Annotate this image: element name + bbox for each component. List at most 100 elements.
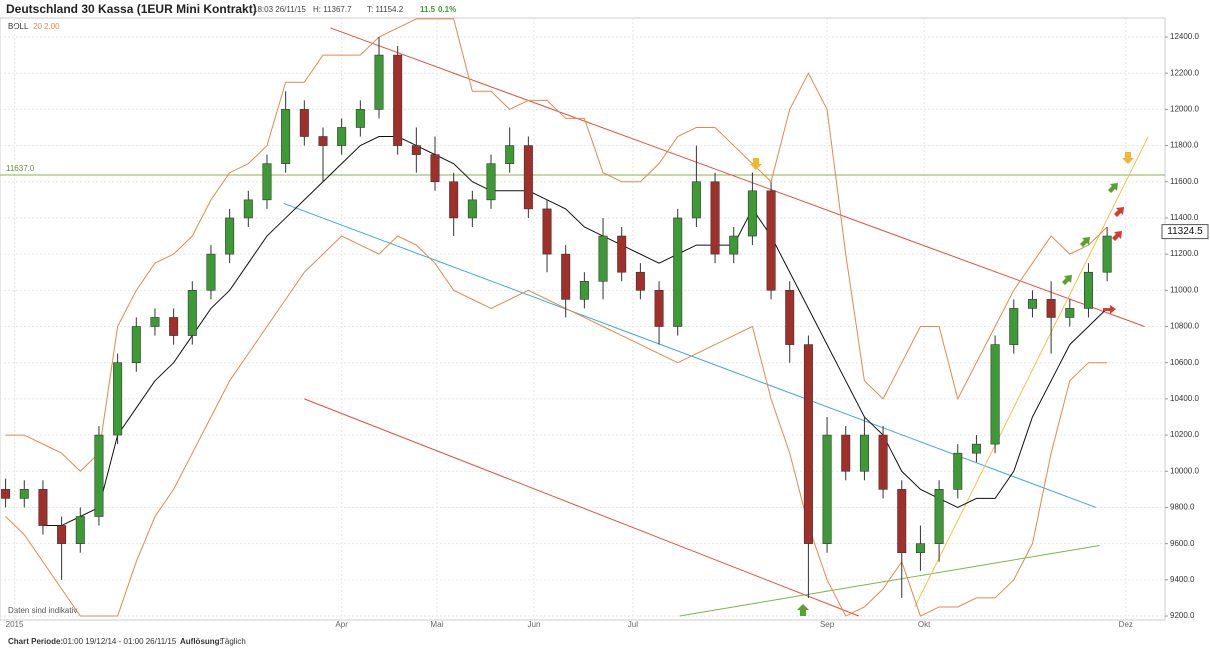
candle-body <box>505 145 515 164</box>
candle-body <box>94 434 104 517</box>
y-tick-label: 12000.0 <box>1170 104 1199 113</box>
candle-body <box>990 344 1000 445</box>
candle-body <box>953 452 963 490</box>
x-tick-label: Sep <box>820 620 835 629</box>
candle-body <box>38 489 48 526</box>
y-tick-label: 9200.0 <box>1170 611 1195 620</box>
x-tick-label: Jun <box>528 620 541 629</box>
candle-body <box>486 163 496 201</box>
trendline <box>304 398 859 617</box>
y-tick-label: 11600.0 <box>1170 177 1199 186</box>
arrow-up <box>1062 275 1072 285</box>
y-tick-label: 12200.0 <box>1170 68 1199 77</box>
candle-body <box>113 362 123 436</box>
candle-body <box>542 208 552 255</box>
candle-body <box>131 326 141 363</box>
candle-body <box>766 190 776 291</box>
candle-body <box>1102 235 1112 273</box>
candle-body <box>934 489 944 544</box>
arrow-up <box>797 604 809 616</box>
footer-resolution: Täglich <box>220 637 246 646</box>
y-tick-label: 10800.0 <box>1170 322 1199 331</box>
last-price-label: 11324.5 <box>1167 226 1203 237</box>
footer-period: 01:00 19/12/14 - 01:00 26/11/15 <box>63 637 177 646</box>
candle-body <box>262 163 272 201</box>
y-tick-label: 10600.0 <box>1170 358 1199 367</box>
candle-body <box>57 525 67 544</box>
arrow-up <box>1108 183 1118 193</box>
arrow-up-red <box>1114 207 1124 217</box>
plot-layer <box>0 18 1168 620</box>
arrow-left <box>1103 305 1116 314</box>
candle-body <box>1027 299 1037 309</box>
candle-body <box>915 543 925 553</box>
band-upper <box>5 18 1108 472</box>
candle-body <box>841 434 851 472</box>
candle-body <box>19 489 29 499</box>
indicator-name: BOLL <box>8 22 29 31</box>
indicator-deviation: 2.00 <box>44 22 60 31</box>
candle-body <box>374 54 384 110</box>
candle-body <box>710 181 720 255</box>
candle-body <box>803 344 813 544</box>
x-tick-label: Jul <box>628 620 638 629</box>
candle-body <box>785 290 795 345</box>
trendline <box>330 27 1145 327</box>
candle-body <box>691 181 701 219</box>
candle-body <box>673 217 683 327</box>
candle-body <box>1065 308 1075 318</box>
x-tick-label: Apr <box>335 620 348 629</box>
y-tick-label: 11000.0 <box>1170 285 1199 294</box>
candle-body <box>355 109 365 128</box>
y-tick-label: 11200.0 <box>1170 249 1199 258</box>
candle-body <box>897 489 907 553</box>
candle-body <box>859 434 869 472</box>
trendline <box>679 544 1100 617</box>
candle-body <box>822 434 832 544</box>
arrow-down <box>750 158 762 170</box>
candle-body <box>187 290 197 336</box>
info-change-pct: 0.1% <box>438 5 456 14</box>
trendline <box>283 202 1097 508</box>
candle-body <box>150 317 160 327</box>
info-low: T: 11154.2 <box>367 5 404 14</box>
indicator-period: 20 <box>33 22 42 31</box>
candle-body <box>635 271 645 291</box>
candle-body <box>206 253 216 291</box>
info-time: 18:03 26/11/15 <box>253 5 306 14</box>
candle-body <box>449 181 459 219</box>
candle-body <box>617 235 627 273</box>
plot-frame <box>0 17 1166 621</box>
signal-arrows <box>750 152 1134 616</box>
y-tick-label: 10000.0 <box>1170 466 1199 475</box>
y-tick-label: 11800.0 <box>1170 141 1199 150</box>
x-tick-label: 2015 <box>6 620 24 629</box>
footer-period-label: Chart Periode: <box>8 637 63 646</box>
y-tick-label: 11400.0 <box>1170 213 1199 222</box>
y-tick-label: 9400.0 <box>1170 575 1195 584</box>
candle-body <box>561 253 571 300</box>
candle-body <box>467 199 477 219</box>
y-tick-label: 9800.0 <box>1170 503 1195 512</box>
candle-body <box>1046 299 1056 318</box>
candle-body <box>318 136 328 146</box>
chart-title: Deutschland 30 Kassa (1EUR Mini Kontrakt… <box>6 2 257 16</box>
y-tick-label: 9600.0 <box>1170 539 1195 548</box>
candle-body <box>971 443 981 454</box>
trendline <box>914 136 1149 608</box>
candle-body <box>1083 271 1093 309</box>
x-tick-label: Dez <box>1119 620 1133 629</box>
band-lower <box>5 235 1108 617</box>
candle-body <box>75 516 85 544</box>
band-middle <box>42 136 1108 527</box>
arrow-up-red <box>1112 231 1122 241</box>
footer-resolution-label: Auflösung: <box>180 637 222 646</box>
info-change: 11.5 <box>420 5 436 14</box>
candle-body <box>878 434 888 490</box>
arrow-down <box>1122 152 1134 164</box>
arrow-up <box>1080 237 1090 247</box>
candle-body <box>169 317 179 336</box>
info-high: H: 11367.7 <box>313 5 352 14</box>
candle-body <box>729 235 739 255</box>
candle-body <box>299 109 309 137</box>
